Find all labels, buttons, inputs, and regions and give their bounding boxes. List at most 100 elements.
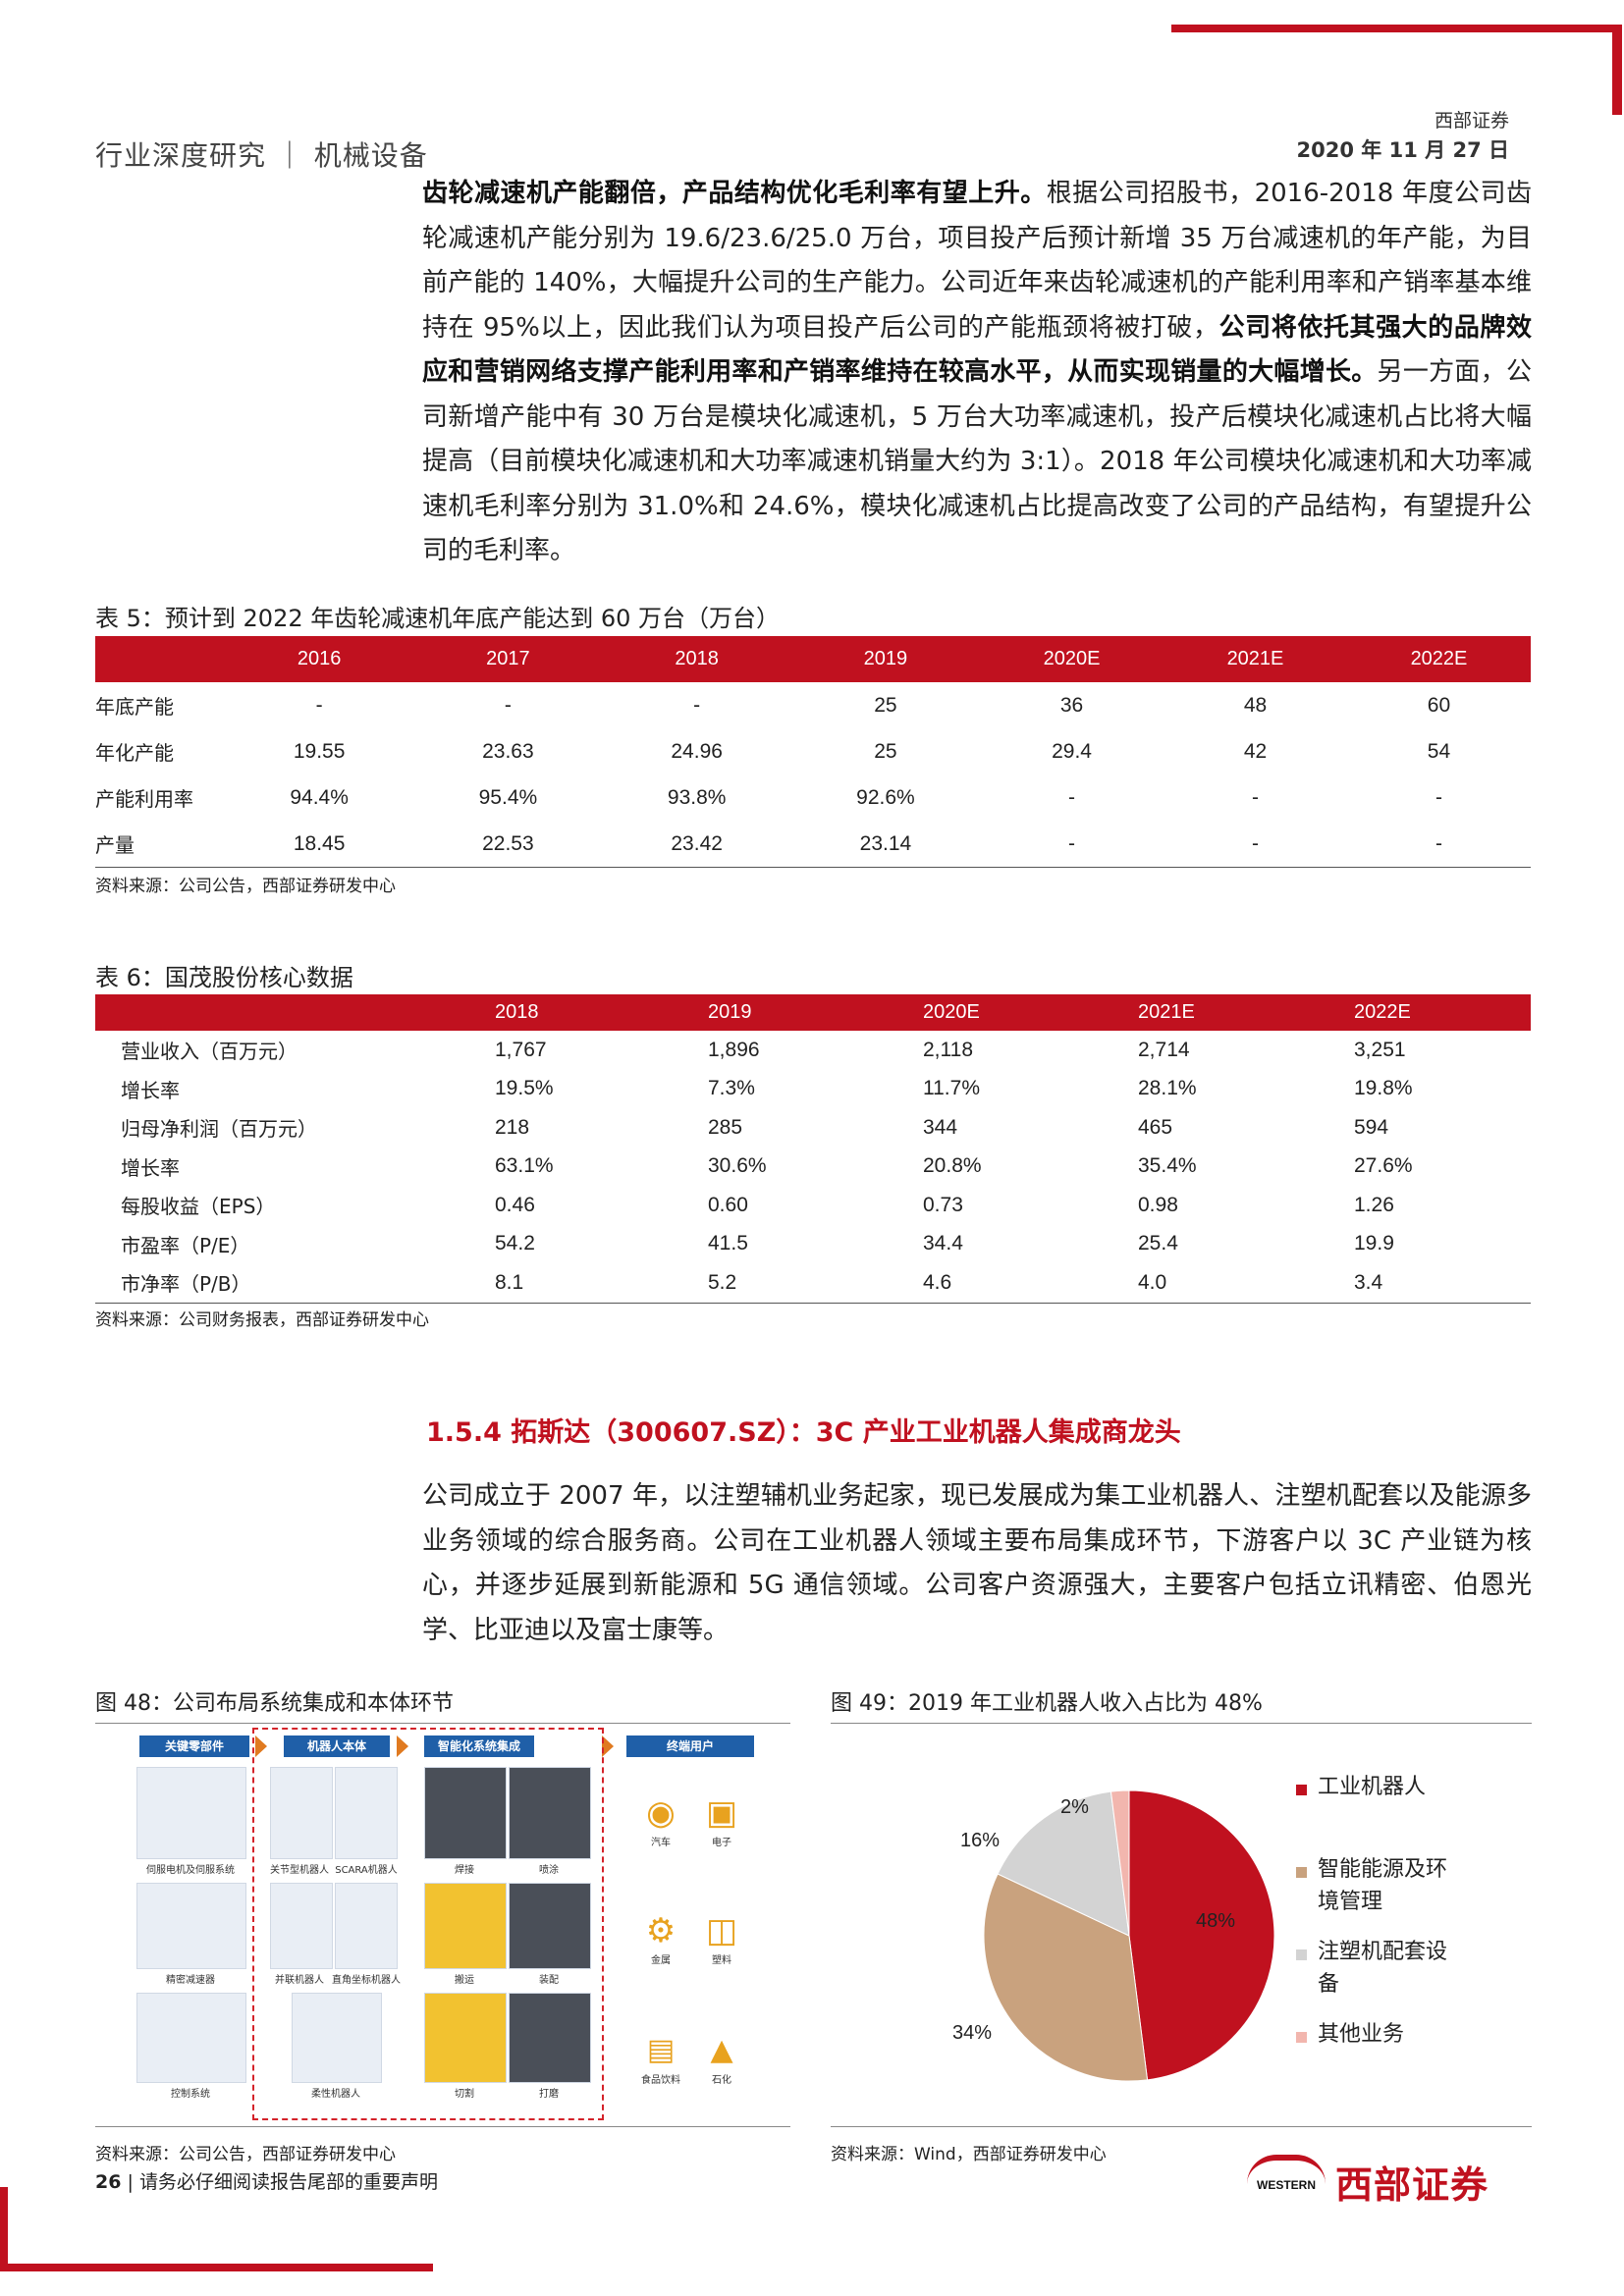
table5-header-cell: 2019 xyxy=(863,648,908,669)
row-label: 增长率 xyxy=(121,1155,180,1180)
table5-caption: 表 5：预计到 2022 年齿轮减速机年底产能达到 60 万台（万台） xyxy=(95,605,781,632)
table-cell: - xyxy=(315,693,323,717)
table-cell: 23.42 xyxy=(602,821,791,868)
table-row: 增长率 63.1% 30.6% 20.8% 35.4% 27.6% xyxy=(95,1148,1531,1187)
table-cell: 93.8% xyxy=(667,785,727,809)
table-row: 增长率 19.5% 7.3% 11.7% 28.1% 19.8% xyxy=(95,1070,1531,1109)
parts-label: 精密减速器 xyxy=(166,1975,215,1986)
table-cell: 20.8% xyxy=(923,1154,982,1178)
table-cell: 28.1% xyxy=(1138,1077,1197,1100)
table-cell: 48 xyxy=(1243,693,1268,717)
table-cell: 4.6 xyxy=(922,1263,1137,1304)
user-label: 石化 xyxy=(712,2075,731,2086)
bold-lead: 齿轮减速机产能翻倍，产品结构优化毛利率有望上升。 xyxy=(422,179,1047,208)
row-label: 市盈率（P/E） xyxy=(121,1233,250,1257)
integration-dashed-box xyxy=(252,1728,604,2120)
fig49-caption: 图 49：2019 年工业机器人收入占比为 48% xyxy=(831,1691,1263,1716)
pie-slice xyxy=(1128,1789,1275,2081)
legend-line: 注塑机配套设 xyxy=(1318,1940,1448,1964)
table-cell: 8.1 xyxy=(494,1263,707,1304)
row-label: 增长率 xyxy=(121,1078,180,1102)
scara-robot-image xyxy=(335,1767,398,1859)
table-row: 年化产能 19.55 23.63 24.96 25 29.4 42 54 xyxy=(95,728,1531,774)
para-text-b: 另一方面，公司新增产能中有 30 万台是模块化减速机，5 万台大功率减速机，投产… xyxy=(422,357,1532,565)
assembly-image xyxy=(509,1883,591,1969)
table-cell: 60 xyxy=(1427,693,1451,717)
table-cell: 42 xyxy=(1243,739,1268,763)
header-broker: 西部证券 xyxy=(1434,110,1509,132)
table-cell: 24.96 xyxy=(671,739,723,763)
legend-item: 智能能源及环 境管理 xyxy=(1318,1853,1447,1918)
legend-item: 注塑机配套设 备 xyxy=(1318,1936,1447,2001)
table-cell: 25 xyxy=(874,739,897,763)
petrochemical-icon: ▲ xyxy=(710,2033,733,2067)
legend-line: 其他业务 xyxy=(1318,2022,1405,2047)
row-label: 产量 xyxy=(95,821,225,868)
legend-item: 工业机器人 xyxy=(1318,1771,1426,1803)
table-cell: 344 xyxy=(923,1115,958,1139)
cobot-image xyxy=(292,1993,382,2083)
fig48-bottom-rule xyxy=(95,2126,790,2127)
body-label: 并联机器人 xyxy=(275,1975,324,1986)
table-cell: 63.1% xyxy=(495,1154,554,1178)
table-cell: 1,896 xyxy=(708,1038,760,1061)
system-label: 打磨 xyxy=(539,2089,559,2100)
legend-line: 备 xyxy=(1318,1972,1340,1997)
table-cell: 4.0 xyxy=(1137,1263,1353,1304)
table6-header-cell xyxy=(95,994,494,1031)
bold-mid: 公司将依托其强大的品牌效应和营销网络支撑产能利用率和产销率维持在较高水平，从而实… xyxy=(422,312,1532,388)
table-row: 每股收益（EPS） 0.46 0.60 0.73 0.98 1.26 xyxy=(95,1186,1531,1225)
row-label: 年底产能 xyxy=(95,695,174,719)
table5-header-cell: 2020E xyxy=(1043,648,1101,669)
table-row: 归母净利润（百万元） 218 285 344 465 594 xyxy=(95,1108,1531,1148)
reducer-image xyxy=(136,1883,246,1969)
table-cell: 19.5% xyxy=(495,1077,554,1100)
left-red-bar xyxy=(0,2187,8,2271)
user-label: 食品饮料 xyxy=(641,2075,680,2086)
table-cell: - xyxy=(1068,785,1076,809)
footer-disclaimer: 请务必仔细阅读报告尾部的重要声明 xyxy=(138,2171,438,2193)
table-cell: 0.60 xyxy=(708,1193,748,1216)
pie-label-48: 48% xyxy=(1196,1910,1236,1932)
col-head-users: 终端用户 xyxy=(626,1735,754,1757)
fig48-caption: 图 48：公司布局系统集成和本体环节 xyxy=(95,1691,454,1716)
table-cell: 25.4 xyxy=(1138,1232,1178,1255)
user-label: 汽车 xyxy=(651,1838,671,1848)
table-cell: 7.3% xyxy=(708,1077,755,1100)
pie-label-34: 34% xyxy=(952,2022,993,2044)
pie-slice xyxy=(1110,1789,1130,1937)
logo-horns-icon xyxy=(1247,2155,1326,2184)
table-cell: 41.5 xyxy=(708,1232,748,1255)
table-cell: 23.63 xyxy=(482,739,534,763)
parts-label: 伺服电机及伺服系统 xyxy=(146,1865,235,1876)
table-row: 年底产能 - - - 25 36 48 60 xyxy=(95,682,1531,728)
table6-source: 资料来源：公司财务报表，西部证券研发中心 xyxy=(95,1310,429,1330)
table-row: 市净率（P/B） 8.1 5.2 4.6 4.0 3.4 xyxy=(95,1263,1531,1304)
table6-header-cell: 2022E xyxy=(1354,1001,1411,1023)
table6-header-cell: 2020E xyxy=(923,1001,980,1023)
user-label: 电子 xyxy=(712,1838,731,1848)
table-cell: 23.14 xyxy=(790,821,981,868)
table-cell: 465 xyxy=(1138,1115,1173,1139)
right-red-bar xyxy=(1612,25,1622,115)
body-label: 关节型机器人 xyxy=(270,1865,329,1876)
car-icon: ◉ xyxy=(646,1793,676,1833)
row-label: 每股收益（EPS） xyxy=(121,1195,276,1219)
articulated-robot-image xyxy=(270,1767,333,1859)
table-cell: 30.6% xyxy=(708,1154,767,1178)
row-label: 归母净利润（百万元） xyxy=(121,1117,317,1142)
system-label: 喷涂 xyxy=(539,1865,559,1876)
top-red-bar xyxy=(1171,25,1622,32)
table5-header-row: 2016 2017 2018 2019 2020E 2021E 2022E xyxy=(95,636,1531,682)
col-head-system: 智能化系统集成 xyxy=(424,1735,534,1757)
table-cell: 36 xyxy=(1059,693,1084,717)
table-cell: 3.4 xyxy=(1353,1263,1531,1304)
legend-swatch xyxy=(1296,2032,1307,2043)
fig49-bottom-rule xyxy=(831,2126,1532,2127)
table6: 2018 2019 2020E 2021E 2022E 营业收入（百万元） 1,… xyxy=(95,994,1531,1304)
pie-slice xyxy=(983,1873,1149,2082)
system-label: 切割 xyxy=(455,2089,474,2100)
legend-line: 智能能源及环 xyxy=(1318,1857,1448,1882)
fig49-pie-chart xyxy=(983,1789,1275,2082)
controller-image xyxy=(136,1993,246,2083)
